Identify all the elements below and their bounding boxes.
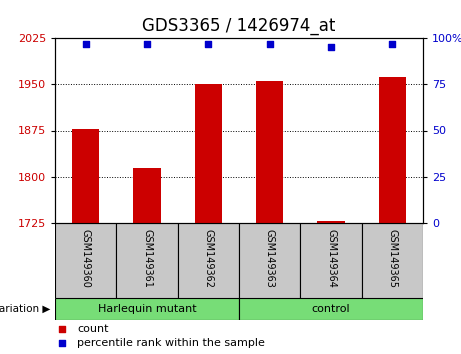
Bar (116, 223, 177, 298)
Bar (378, 77, 406, 223)
Point (266, 41, 273, 46)
Text: GSM149361: GSM149361 (142, 229, 152, 288)
Bar (300, 223, 362, 298)
Point (59, 326, 66, 332)
Text: control: control (312, 304, 350, 314)
Text: count: count (77, 324, 109, 334)
Point (82, 41, 89, 46)
Text: GSM149363: GSM149363 (265, 229, 275, 288)
Bar (195, 84, 222, 223)
Text: Harlequin mutant: Harlequin mutant (98, 304, 196, 314)
Bar (362, 223, 423, 298)
Text: GSM149365: GSM149365 (387, 229, 397, 288)
Bar (55, 223, 116, 298)
Point (59, 340, 66, 346)
Text: genotype/variation ▶: genotype/variation ▶ (0, 304, 50, 314)
Text: GSM149362: GSM149362 (203, 229, 213, 288)
Bar (133, 167, 161, 223)
Text: GSM149360: GSM149360 (81, 229, 91, 288)
Bar (72, 129, 100, 223)
Point (143, 41, 151, 46)
Text: GSM149364: GSM149364 (326, 229, 336, 288)
Point (389, 41, 396, 46)
Bar (256, 81, 284, 223)
Text: percentile rank within the sample: percentile rank within the sample (77, 338, 265, 348)
Title: GDS3365 / 1426974_at: GDS3365 / 1426974_at (142, 17, 336, 35)
Bar (317, 221, 345, 223)
Point (327, 44, 335, 50)
Bar (239, 223, 300, 298)
Bar (239, 298, 423, 320)
Bar (177, 223, 239, 298)
Point (205, 41, 212, 46)
Bar (55, 298, 239, 320)
